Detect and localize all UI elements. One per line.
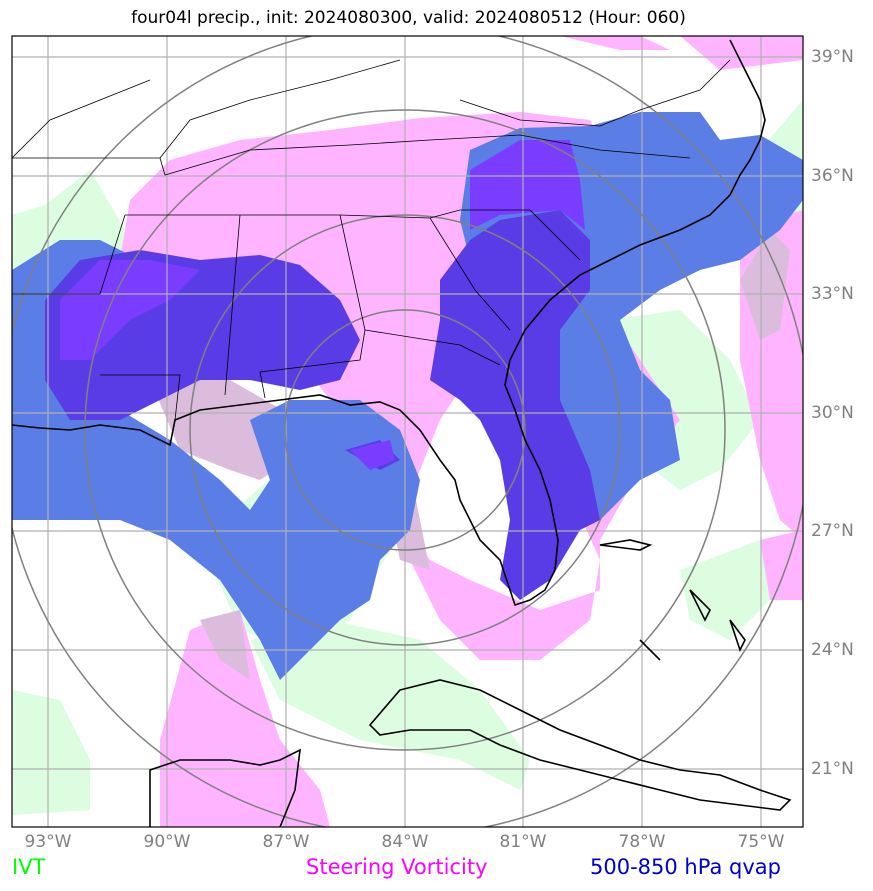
lat-label-21: 21°N — [811, 759, 854, 779]
plot-frame — [11, 35, 804, 828]
lat-label-27: 27°N — [811, 521, 854, 541]
legend-qvap: 500-850 hPa qvap — [590, 855, 781, 879]
lat-label-39: 39°N — [811, 47, 854, 67]
lat-label-24: 24°N — [811, 640, 854, 660]
map-title: four04l precip., init: 2024080300, valid… — [131, 8, 686, 28]
coastlines — [12, 39, 792, 827]
lon-label-78: 78°W — [618, 832, 666, 852]
lon-label-93: 93°W — [24, 832, 72, 852]
qvap-purple-field — [60, 140, 585, 470]
lon-label-84: 84°W — [381, 832, 429, 852]
lon-label-75: 75°W — [737, 832, 785, 852]
lat-label-30: 30°N — [811, 403, 854, 423]
lon-label-81: 81°W — [499, 832, 547, 852]
graticule — [12, 36, 803, 827]
lon-label-87: 87°W — [262, 832, 310, 852]
lat-label-36: 36°N — [811, 166, 854, 186]
legend-steering-vorticity: Steering Vorticity — [306, 855, 488, 879]
range-rings — [12, 36, 803, 827]
lon-label-90: 90°W — [143, 832, 191, 852]
state-borders — [12, 59, 731, 421]
lat-label-33: 33°N — [811, 284, 854, 304]
legend-ivt: IVT — [12, 855, 46, 879]
